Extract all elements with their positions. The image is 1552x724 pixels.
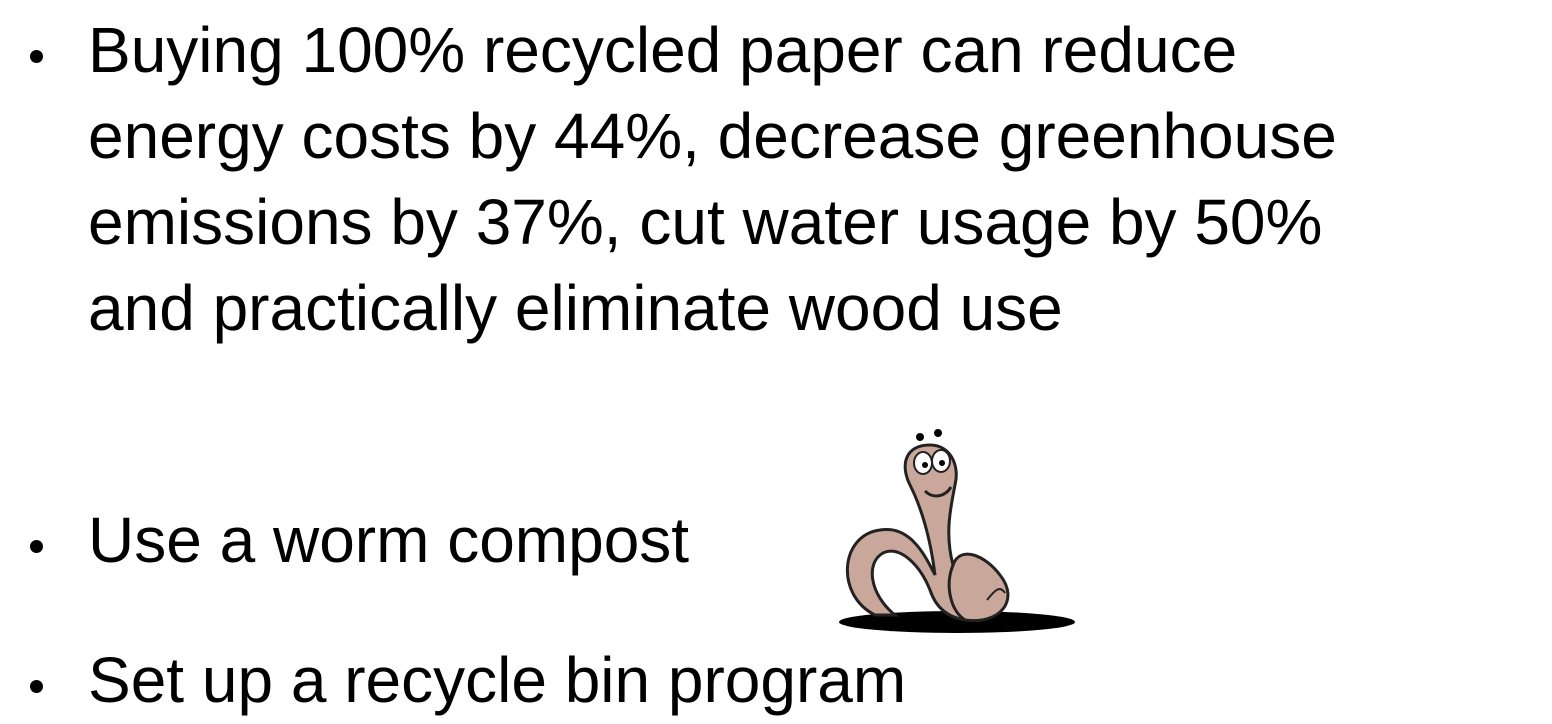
bullet-text: emissions by 37%, cut water usage by 50% (88, 178, 1322, 266)
worm-illustration (835, 425, 1080, 640)
bullet-text: Buying 100% recycled paper can reduce (88, 6, 1237, 94)
bullet-text: Use a worm compost (88, 496, 689, 584)
bullet-text: energy costs by 44%, decrease greenhouse (88, 92, 1337, 180)
slide: Buying 100% recycled paper can reduceene… (0, 0, 1552, 723)
bullet-text: Set up a recycle bin program (88, 636, 906, 724)
bullet-text: and practically eliminate wood use (88, 264, 1063, 352)
bullet (30, 50, 43, 63)
bullet (30, 540, 43, 553)
bullet (30, 680, 43, 693)
